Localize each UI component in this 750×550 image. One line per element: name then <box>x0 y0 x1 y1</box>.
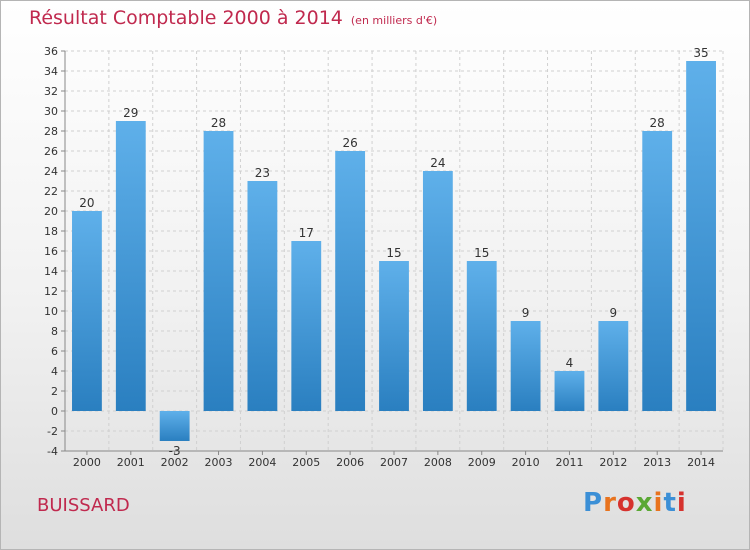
data-label: 15 <box>474 246 489 260</box>
y-tick-label: 26 <box>44 145 58 158</box>
x-tick-label: 2013 <box>643 456 671 469</box>
y-tick-label: -2 <box>47 425 58 438</box>
y-tick-label: 24 <box>44 165 58 178</box>
y-tick-label: 6 <box>51 345 58 358</box>
data-label: 29 <box>123 106 138 120</box>
y-tick-label: 18 <box>44 225 58 238</box>
y-tick-label: 36 <box>44 45 58 58</box>
bar-2011 <box>554 371 585 411</box>
bar-2000 <box>72 211 102 411</box>
y-tick-label: 28 <box>44 125 58 138</box>
y-tick-label: 30 <box>44 105 58 118</box>
bar-2013 <box>642 131 673 411</box>
x-tick-label: 2014 <box>687 456 715 469</box>
brand-logo-letter: t <box>663 488 677 518</box>
data-label: 23 <box>255 166 270 180</box>
data-label: 15 <box>386 246 401 260</box>
y-tick-label: 8 <box>51 325 58 338</box>
y-tick-label: 2 <box>51 385 58 398</box>
x-tick-label: 2002 <box>161 456 189 469</box>
data-label: 9 <box>522 306 530 320</box>
bar-2008 <box>422 171 453 411</box>
y-tick-label: 22 <box>44 185 58 198</box>
bar-2001 <box>115 121 146 411</box>
chart-title-text: Résultat Comptable 2000 à 2014 <box>29 7 343 29</box>
chart-title: Résultat Comptable 2000 à 2014 (en millie… <box>29 7 437 29</box>
bar-2009 <box>466 261 497 411</box>
data-label: 20 <box>79 196 94 210</box>
data-label: 28 <box>211 116 226 130</box>
x-tick-label: 2008 <box>424 456 452 469</box>
x-tick-label: 2000 <box>73 456 101 469</box>
x-tick-label: 2009 <box>468 456 496 469</box>
y-tick-label: 32 <box>44 85 58 98</box>
bar-2002 <box>159 411 190 441</box>
data-label: 9 <box>610 306 618 320</box>
brand-logo-letter: x <box>635 488 654 518</box>
chart-subtitle: (en milliers d'€) <box>350 14 438 27</box>
x-tick-label: 2003 <box>205 456 233 469</box>
y-tick-label: 16 <box>44 245 58 258</box>
x-tick-label: 2011 <box>555 456 583 469</box>
x-tick-label: 2004 <box>248 456 276 469</box>
bar-2007 <box>379 261 409 411</box>
data-label: 17 <box>299 226 314 240</box>
brand-logo-letter: P <box>583 488 604 518</box>
x-tick-label: 2005 <box>292 456 320 469</box>
bar-2003 <box>203 131 234 411</box>
data-label: -3 <box>169 444 181 458</box>
x-tick-label: 2010 <box>512 456 540 469</box>
data-label: 28 <box>650 116 665 130</box>
data-label: 26 <box>342 136 357 150</box>
bar-2010 <box>510 321 541 411</box>
y-tick-label: 12 <box>44 285 58 298</box>
data-label: 4 <box>566 356 574 370</box>
x-tick-label: 2007 <box>380 456 408 469</box>
y-tick-label: 10 <box>44 305 58 318</box>
bar-2004 <box>247 181 278 411</box>
data-label: 24 <box>430 156 445 170</box>
brand-logo-letter: r <box>603 488 617 518</box>
y-tick-label: 4 <box>51 365 58 378</box>
y-tick-label: 0 <box>51 405 58 418</box>
data-label: 35 <box>693 46 708 60</box>
y-tick-label: 14 <box>44 265 58 278</box>
bar-2012 <box>598 321 629 411</box>
location-name: BUISSARD <box>37 495 130 516</box>
brand-logo-letter: i <box>653 488 664 518</box>
x-tick-label: 2006 <box>336 456 364 469</box>
bar-2014 <box>686 61 716 411</box>
axis-layer: -4-2024681012141618202224262830323436200… <box>44 45 723 469</box>
x-tick-label: 2001 <box>117 456 145 469</box>
y-tick-label: 20 <box>44 205 58 218</box>
x-tick-label: 2012 <box>599 456 627 469</box>
bar-2006 <box>335 151 366 411</box>
brand-logo: Proxiti <box>583 488 687 518</box>
y-tick-label: -4 <box>47 445 58 458</box>
label-layer: 20 29 -3 28 23 17 26 15 24 15 9 4 9 28 35 <box>79 46 708 458</box>
bar-2005 <box>291 241 322 411</box>
bar-layer <box>72 61 716 441</box>
brand-logo-letter: i <box>676 488 687 518</box>
y-tick-label: 34 <box>44 65 58 78</box>
brand-logo-letter: o <box>616 488 636 518</box>
